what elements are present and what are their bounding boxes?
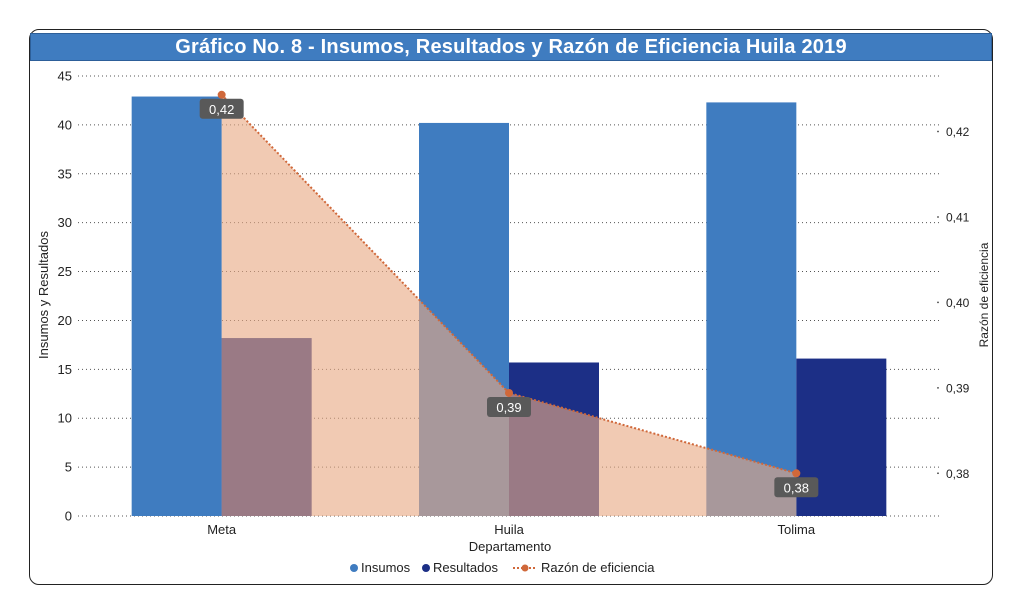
y-tick-label: 20 — [58, 313, 72, 328]
y2-tick-mark — [937, 216, 939, 218]
y2-tick-mark — [937, 386, 939, 389]
ratio-area-fill — [221, 94, 797, 517]
y-tick-label: 15 — [58, 362, 72, 377]
legend: Insumos Resultados Razón de eficiencia — [350, 560, 655, 575]
left-axis-ticks: 0 5 10 15 20 25 30 35 40 45 — [58, 69, 72, 524]
legend-resultados-label: Resultados — [433, 560, 499, 575]
legend-resultados-marker — [422, 564, 430, 572]
legend-ratio-marker — [521, 564, 529, 572]
category-label-meta: Meta — [207, 522, 237, 537]
ratio-line-path — [220, 94, 797, 475]
chart-title: Gráfico No. 8 - Insumos, Resultados y Ra… — [30, 33, 992, 61]
legend-insumos-label: Insumos — [361, 560, 411, 575]
ratio-data-label-bg — [774, 477, 819, 498]
y2-tick-label: 0,38 — [946, 467, 970, 481]
ratio-data-label: 0,38 — [784, 480, 809, 495]
y-tick-label: 25 — [58, 264, 72, 279]
y2-tick-label: 0,42 — [946, 125, 970, 139]
y-tick-label: 10 — [58, 411, 72, 426]
ratio-point-meta — [217, 90, 226, 99]
ratio-data-label: 0,42 — [209, 102, 234, 117]
ratio-data-label: 0,39 — [496, 400, 521, 415]
category-label-tolima: Tolima — [778, 522, 816, 537]
y-tick-label: 45 — [58, 69, 72, 84]
legend-insumos-marker — [350, 564, 358, 572]
y2-tick-label: 0,41 — [946, 210, 970, 224]
category-labels: Meta Huila Tolima — [207, 522, 816, 537]
y-tick-label: 30 — [58, 215, 72, 230]
y2-tick-mark — [937, 301, 939, 304]
chart-frame — [29, 29, 993, 585]
ratio-area — [221, 94, 797, 517]
y2-tick-label: 0,39 — [946, 381, 970, 395]
ratio-data-label-bg — [487, 396, 531, 417]
ratio-data-label-bg — [199, 98, 244, 119]
x-axis-label: Departamento — [469, 539, 551, 554]
category-label-huila: Huila — [494, 522, 524, 537]
right-axis-ticks: 0,38 0,39 0,40 0,41 0,42 — [937, 125, 970, 481]
ratio-line: 0,42 0,39 0,38 — [199, 90, 819, 498]
y-tick-label: 5 — [65, 460, 72, 475]
bar-insumos-tolima — [706, 102, 797, 517]
legend-ratio-label: Razón de eficiencia — [541, 560, 655, 575]
ratio-point-huila — [505, 388, 513, 397]
y2-tick-mark — [937, 130, 939, 133]
ratio-point-tolima — [792, 469, 801, 478]
bar-insumos-meta — [131, 96, 222, 517]
y-tick-label: 40 — [58, 117, 72, 132]
y2-tick-label: 0,40 — [946, 296, 970, 310]
y2-tick-mark — [937, 472, 939, 475]
y2-axis-label: Razón de eficiencia — [977, 242, 991, 347]
y-axis-label: Insumos y Resultados — [36, 231, 51, 359]
y-tick-label: 0 — [65, 509, 72, 524]
y-tick-label: 35 — [58, 166, 72, 181]
